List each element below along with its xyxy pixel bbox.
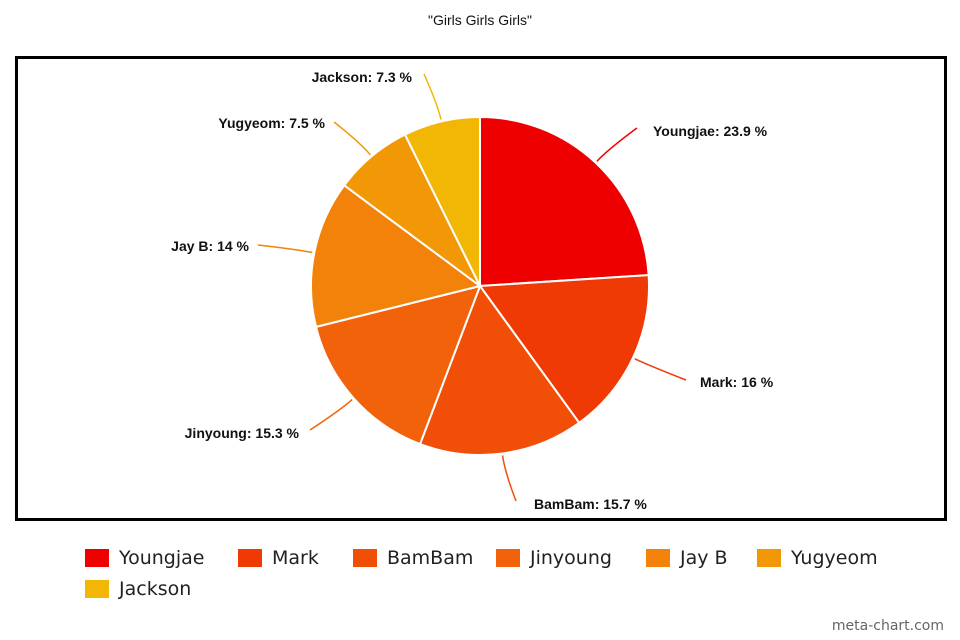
slice-label: Jay B: 14 % xyxy=(171,238,249,254)
legend-swatch xyxy=(85,549,109,567)
legend-item-yugyeom[interactable]: Yugyeom xyxy=(757,546,878,570)
legend-label: Jay B xyxy=(680,547,728,569)
watermark: meta-chart.com xyxy=(831,618,944,634)
slice-label: Jinyoung: 15.3 % xyxy=(185,425,300,441)
label-connector xyxy=(333,121,371,156)
legend-swatch xyxy=(646,549,670,567)
slice-label: Yugyeom: 7.5 % xyxy=(218,115,325,131)
pie-slice-mark[interactable] xyxy=(478,274,650,425)
legend-label: Yugyeom xyxy=(791,547,878,569)
pie-slice-youngjae[interactable] xyxy=(479,115,650,288)
pie-slice-jay-b[interactable] xyxy=(310,183,483,329)
legend-swatch xyxy=(85,580,109,598)
slice-label: Youngjae: 23.9 % xyxy=(653,123,768,139)
legend-swatch xyxy=(496,549,520,567)
label-connector xyxy=(634,358,687,381)
legend-swatch xyxy=(238,549,262,567)
legend-label: Jackson xyxy=(119,578,192,600)
slice-label: Mark: 16 % xyxy=(700,374,774,390)
label-connector xyxy=(257,244,313,254)
chart-title: "Girls Girls Girls" xyxy=(427,12,533,28)
label-connector xyxy=(309,399,353,431)
pie-slice-jinyoung[interactable] xyxy=(314,284,482,446)
legend-swatch xyxy=(757,549,781,567)
legend-item-jay-b[interactable]: Jay B xyxy=(646,546,728,570)
legend-label: Mark xyxy=(272,547,319,569)
slice-label: Jackson: 7.3 % xyxy=(312,69,413,85)
slice-label: BamBam: 15.7 % xyxy=(534,496,647,512)
legend-item-youngjae[interactable]: Youngjae xyxy=(85,546,204,570)
label-connector xyxy=(501,455,517,502)
legend-swatch xyxy=(353,549,377,567)
legend-item-mark[interactable]: Mark xyxy=(238,546,319,570)
pie-slice-bambam[interactable] xyxy=(418,283,581,456)
legend-label: Jinyoung xyxy=(530,547,612,569)
label-connector xyxy=(423,73,442,120)
legend-label: BamBam xyxy=(387,547,474,569)
legend-item-jinyoung[interactable]: Jinyoung xyxy=(496,546,612,570)
label-connector xyxy=(596,127,638,162)
legend-item-jackson[interactable]: Jackson xyxy=(85,577,191,601)
legend-item-bambam[interactable]: BamBam xyxy=(353,546,473,570)
legend-label: Youngjae xyxy=(119,547,205,569)
pie-slice-jackson[interactable] xyxy=(403,115,481,287)
